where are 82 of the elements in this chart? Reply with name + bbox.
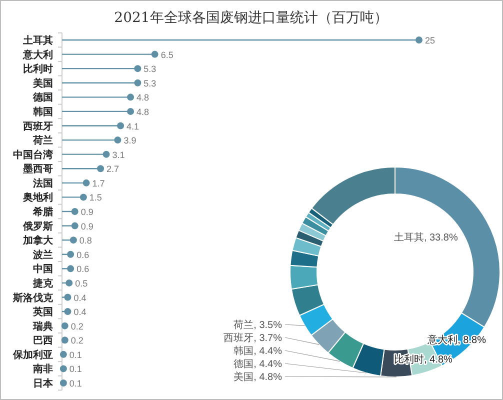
data-label: 5.3 (144, 64, 156, 74)
y-tick-label: 法国 (32, 177, 53, 190)
y-tick-label: 瑞典 (32, 320, 53, 332)
point (67, 250, 74, 258)
point (151, 50, 158, 58)
data-label: 3.1 (112, 150, 125, 160)
y-tick-label: 美国 (32, 77, 53, 90)
data-label: 0.6 (76, 264, 90, 274)
slice-label: 土耳其, 33.8% (394, 231, 458, 244)
point (60, 365, 67, 372)
chart-title: 2021年全球各国废钢进口量统计（百万吨） (114, 10, 388, 26)
y-tick-label: 俄罗斯 (22, 220, 53, 232)
point (416, 36, 422, 44)
y-tick-label: 奥地利 (22, 192, 53, 204)
data-label: 1.7 (92, 178, 105, 188)
data-label: 2.7 (106, 164, 120, 174)
y-tick-label: 英国 (32, 306, 53, 318)
data-label: 4.1 (126, 121, 140, 132)
y-tick-label: 西班牙 (22, 120, 53, 132)
point (134, 65, 142, 72)
point (64, 294, 72, 301)
data-label: 0.4 (74, 307, 86, 318)
data-label: 0.6 (76, 250, 90, 260)
data-label: 0.1 (69, 378, 82, 388)
point (61, 336, 68, 344)
point (60, 380, 67, 386)
slice-label: 韩国, 4.4% (234, 344, 282, 357)
point (117, 122, 124, 130)
data-label: 0.1 (69, 364, 82, 374)
y-tick-label: 墨西哥 (22, 163, 53, 176)
point (80, 194, 87, 201)
data-label: 0.2 (70, 336, 84, 346)
y-tick-label: 加拿大 (22, 234, 54, 247)
y-tick-label: 土耳其 (22, 34, 53, 46)
point (67, 265, 74, 272)
point (127, 94, 134, 101)
point (70, 236, 77, 244)
y-tick-label: 南非 (32, 363, 53, 376)
point (60, 350, 67, 358)
y-tick-label: 德国 (32, 92, 53, 104)
data-label: 3.9 (124, 136, 136, 146)
data-label: 0.2 (70, 321, 84, 332)
point (66, 279, 73, 286)
y-tick-label: 斯洛伐克 (12, 292, 54, 304)
data-label: 4.8 (136, 92, 150, 103)
y-tick-label: 希腊 (32, 206, 53, 218)
y-tick-label: 比利时 (23, 63, 53, 76)
data-label: 0.1 (69, 350, 82, 360)
data-label: 1.5 (89, 192, 102, 203)
slice-label: 西班牙, 3.7% (224, 332, 282, 344)
data-label: 4.8 (136, 106, 150, 117)
point (71, 208, 78, 215)
y-tick-label: 波兰 (32, 248, 53, 261)
y-tick-label: 捷克 (32, 277, 54, 290)
data-label: 5.3 (144, 78, 156, 88)
point (97, 165, 104, 172)
point (114, 136, 122, 144)
data-label: 0.5 (75, 278, 88, 288)
slice-label: 荷兰, 3.5% (234, 318, 282, 331)
point (134, 79, 142, 86)
y-tick-label: 保加利亚 (12, 348, 53, 361)
point (82, 179, 90, 186)
slice-label: 德国, 4.4% (234, 358, 282, 370)
point (64, 308, 72, 316)
point (127, 108, 134, 115)
slice-label: 美国, 4.8% (234, 370, 282, 383)
data-label: 25 (425, 36, 436, 46)
y-tick-label: 意大利 (22, 48, 53, 61)
y-tick-label: 韩国 (32, 106, 53, 118)
y-tick-label: 日本 (33, 378, 54, 390)
data-label: 6.5 (160, 50, 174, 60)
y-tick-label: 巴西 (33, 336, 53, 347)
data-label: 0.9 (80, 221, 94, 232)
y-tick-label: 中国 (33, 263, 53, 276)
data-label: 0.8 (79, 236, 92, 246)
data-label: 0.9 (80, 207, 94, 217)
point (102, 150, 110, 158)
y-tick-label: 荷兰 (32, 134, 53, 147)
data-label: 0.4 (74, 292, 86, 303)
point (71, 222, 78, 230)
y-tick-label: 中国台湾 (13, 148, 54, 161)
point (61, 322, 68, 330)
